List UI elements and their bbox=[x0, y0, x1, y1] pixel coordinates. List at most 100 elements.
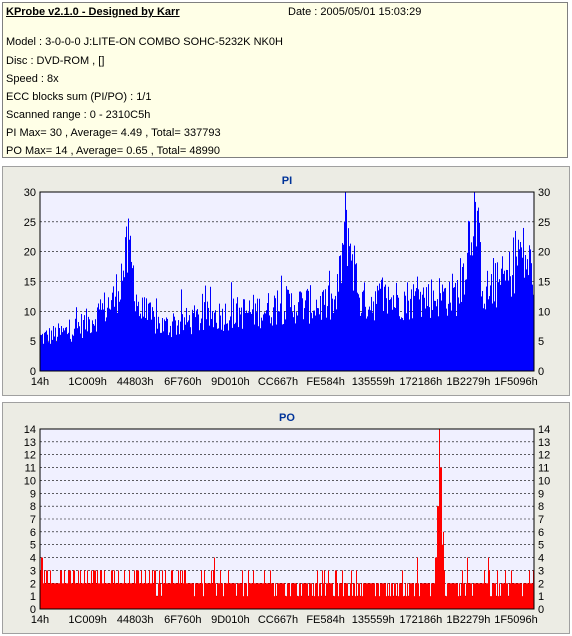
data-bar bbox=[298, 596, 299, 609]
data-bar bbox=[341, 583, 342, 609]
pi-chart-panel: PI 0 0 5 5 10 10 15 15 20 20 25 25 30 30 14h 1C009h 44803… bbox=[2, 166, 570, 396]
data-bar bbox=[321, 596, 322, 609]
data-bar bbox=[342, 243, 343, 371]
data-bar bbox=[50, 343, 51, 371]
data-bar bbox=[393, 295, 394, 371]
data-bar bbox=[532, 583, 533, 609]
data-bar bbox=[207, 301, 208, 371]
data-bar bbox=[152, 570, 153, 609]
data-bar bbox=[174, 316, 175, 371]
data-bar bbox=[503, 583, 504, 609]
data-bar bbox=[315, 315, 316, 371]
data-bar bbox=[268, 583, 269, 609]
data-bar bbox=[76, 583, 77, 609]
data-bar bbox=[220, 570, 221, 609]
data-bar bbox=[353, 290, 354, 371]
data-bar bbox=[467, 252, 468, 371]
data-bar bbox=[83, 320, 84, 371]
data-bar bbox=[142, 583, 143, 609]
data-bar bbox=[347, 266, 348, 371]
data-bar bbox=[99, 309, 100, 371]
data-bar bbox=[351, 260, 352, 371]
data-bar bbox=[203, 329, 204, 371]
data-bar bbox=[59, 583, 60, 609]
data-bar bbox=[259, 298, 260, 371]
x-tick-label: 9D010h bbox=[211, 376, 250, 388]
data-bar bbox=[474, 583, 475, 609]
data-bar bbox=[416, 583, 417, 609]
data-bar bbox=[57, 336, 58, 371]
data-bar bbox=[51, 330, 52, 371]
data-bar bbox=[100, 570, 101, 609]
data-bar bbox=[182, 570, 183, 609]
data-bar bbox=[524, 583, 525, 609]
data-bar bbox=[220, 315, 221, 371]
data-bar bbox=[453, 287, 454, 371]
data-bar bbox=[253, 294, 254, 371]
data-bar bbox=[105, 321, 106, 371]
data-bar bbox=[479, 222, 480, 371]
data-bar bbox=[454, 287, 455, 371]
data-bar bbox=[392, 583, 393, 609]
data-bar bbox=[375, 596, 376, 609]
x-tick-label: 135559h bbox=[352, 376, 395, 388]
data-bar bbox=[110, 583, 111, 609]
data-bar bbox=[181, 583, 182, 609]
data-bar bbox=[445, 596, 446, 609]
data-bar bbox=[58, 323, 59, 371]
data-bar bbox=[267, 583, 268, 609]
data-bar bbox=[456, 583, 457, 609]
data-bar bbox=[304, 583, 305, 609]
data-bar bbox=[216, 596, 217, 609]
data-bar bbox=[171, 570, 172, 609]
data-bar bbox=[360, 315, 361, 371]
data-bar bbox=[327, 583, 328, 609]
data-bar bbox=[253, 570, 254, 609]
data-bar bbox=[422, 294, 423, 371]
data-bar bbox=[488, 557, 489, 609]
data-bar bbox=[112, 292, 113, 371]
data-bar bbox=[520, 241, 521, 371]
data-bar bbox=[495, 263, 496, 371]
data-bar bbox=[115, 583, 116, 609]
data-bar bbox=[153, 583, 154, 609]
data-bar bbox=[126, 583, 127, 609]
y-tick-label-right: 5 bbox=[538, 540, 544, 552]
data-bar bbox=[206, 583, 207, 609]
data-bar bbox=[129, 239, 130, 371]
data-bar bbox=[470, 583, 471, 609]
data-bar bbox=[48, 583, 49, 609]
data-bar bbox=[169, 332, 170, 371]
data-bar bbox=[331, 293, 332, 371]
data-bar bbox=[180, 321, 181, 371]
data-bar bbox=[291, 583, 292, 609]
data-bar bbox=[328, 570, 329, 609]
data-bar bbox=[102, 303, 103, 371]
data-bar bbox=[302, 583, 303, 609]
data-bar bbox=[480, 583, 481, 609]
data-bar bbox=[331, 583, 332, 609]
data-bar bbox=[340, 583, 341, 609]
data-bar bbox=[377, 583, 378, 609]
data-bar bbox=[211, 318, 212, 371]
y-tick-label-right: 13 bbox=[538, 437, 550, 449]
data-bar bbox=[104, 570, 105, 609]
data-bar bbox=[319, 314, 320, 371]
data-bar bbox=[167, 583, 168, 609]
data-bar bbox=[259, 583, 260, 609]
data-bar bbox=[233, 583, 234, 609]
data-bar bbox=[243, 596, 244, 609]
data-bar bbox=[171, 337, 172, 371]
data-bar bbox=[291, 293, 292, 371]
data-bar bbox=[504, 583, 505, 609]
data-bar bbox=[296, 312, 297, 371]
data-bar bbox=[457, 583, 458, 609]
data-bar bbox=[355, 596, 356, 609]
data-bar bbox=[70, 338, 71, 371]
data-bar bbox=[482, 583, 483, 609]
x-tick-label: 1F5096h bbox=[494, 376, 537, 388]
data-bar bbox=[96, 331, 97, 371]
data-bar bbox=[523, 227, 524, 371]
data-bar bbox=[529, 570, 530, 609]
data-bar bbox=[84, 570, 85, 609]
